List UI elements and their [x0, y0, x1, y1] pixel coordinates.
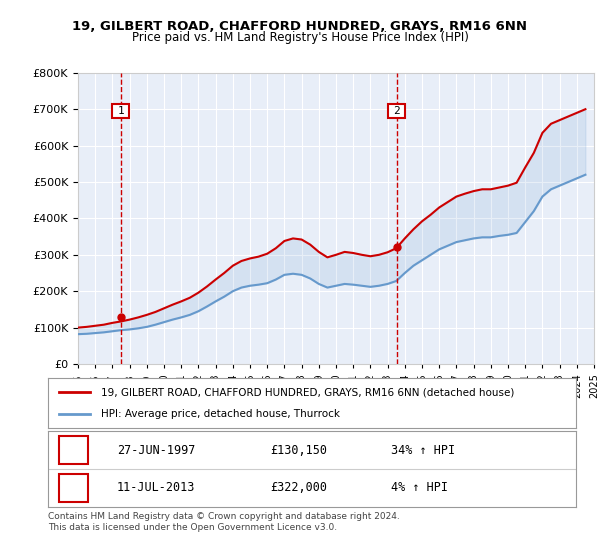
Text: 1: 1	[118, 106, 124, 116]
Text: 19, GILBERT ROAD, CHAFFORD HUNDRED, GRAYS, RM16 6NN (detached house): 19, GILBERT ROAD, CHAFFORD HUNDRED, GRAY…	[101, 387, 514, 397]
Text: Contains HM Land Registry data © Crown copyright and database right 2024.
This d: Contains HM Land Registry data © Crown c…	[48, 512, 400, 532]
Text: 2: 2	[394, 106, 400, 116]
Text: 27-JUN-1997: 27-JUN-1997	[116, 444, 195, 456]
FancyBboxPatch shape	[112, 104, 130, 118]
Text: HPI: Average price, detached house, Thurrock: HPI: Average price, detached house, Thur…	[101, 409, 340, 419]
Text: £130,150: £130,150	[270, 444, 327, 456]
Text: Price paid vs. HM Land Registry's House Price Index (HPI): Price paid vs. HM Land Registry's House …	[131, 31, 469, 44]
FancyBboxPatch shape	[59, 436, 88, 464]
Text: 19, GILBERT ROAD, CHAFFORD HUNDRED, GRAYS, RM16 6NN: 19, GILBERT ROAD, CHAFFORD HUNDRED, GRAY…	[73, 20, 527, 32]
Text: 11-JUL-2013: 11-JUL-2013	[116, 482, 195, 494]
Text: 2: 2	[69, 482, 77, 494]
Text: 4% ↑ HPI: 4% ↑ HPI	[391, 482, 448, 494]
FancyBboxPatch shape	[388, 104, 406, 118]
FancyBboxPatch shape	[59, 474, 88, 502]
Text: £322,000: £322,000	[270, 482, 327, 494]
Text: 34% ↑ HPI: 34% ↑ HPI	[391, 444, 455, 456]
Text: 1: 1	[69, 444, 77, 456]
